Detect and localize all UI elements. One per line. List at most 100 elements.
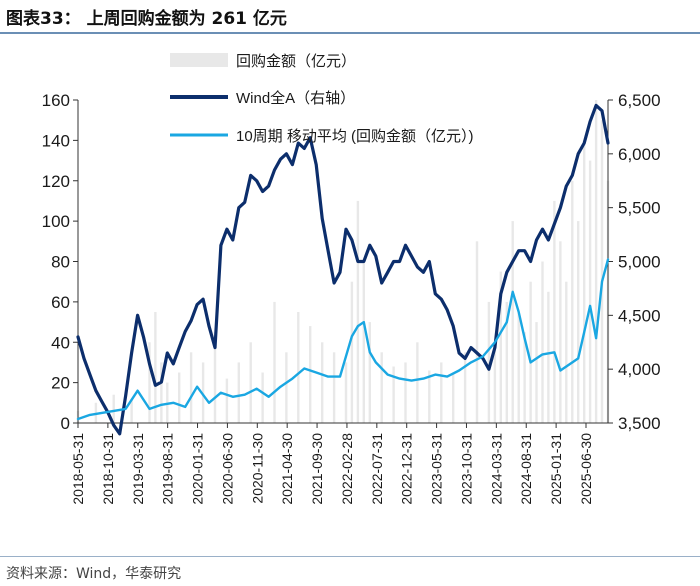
buyback-bar — [297, 312, 300, 423]
source-rule — [0, 556, 700, 557]
buyback-bar — [529, 281, 532, 423]
right-tick-label: 4,000 — [618, 360, 661, 379]
source-note: 资料来源：Wind，华泰研究 — [6, 566, 182, 582]
buyback-bar — [148, 342, 151, 424]
buyback-bar — [541, 261, 544, 423]
right-tick-label: 5,000 — [618, 253, 661, 272]
buyback-bar — [493, 342, 497, 424]
axes: 0 20 40 60 80 100 120 140 160 3,500 4,000 4,500 5,00… — [42, 91, 661, 505]
left-tick-label: 100 — [42, 212, 70, 231]
buyback-bar — [213, 332, 217, 423]
buyback-bar — [404, 362, 407, 423]
left-tick-label: 20 — [51, 374, 70, 393]
buyback-bar — [237, 362, 240, 423]
buyback-bar — [321, 342, 324, 424]
buyback-bars — [76, 100, 610, 424]
x-tick-label: 2021-04-30 — [279, 433, 295, 505]
legend-label-wind: Wind全A（右轴） — [236, 89, 355, 107]
buyback-bar — [380, 352, 383, 423]
buyback-moving-average-line — [76, 258, 610, 421]
buyback-bar — [189, 352, 193, 423]
buyback-bar — [505, 301, 508, 423]
x-tick-label: 2023-05-31 — [429, 433, 445, 505]
x-tick-label: 2021-09-30 — [309, 433, 325, 505]
buyback-bar — [249, 342, 252, 424]
buyback-bar — [499, 271, 502, 423]
right-tick-label: 5,500 — [618, 199, 661, 218]
buyback-bar — [112, 394, 115, 423]
title-rule — [0, 32, 700, 34]
buyback-bar — [362, 261, 365, 423]
buyback-bar — [344, 362, 348, 423]
buyback-bar — [511, 221, 514, 423]
buyback-chart: 0 20 40 60 80 100 120 140 160 3,500 4,000 4,500 5,00… — [42, 53, 661, 505]
x-tick-label: 2024-08-31 — [518, 433, 534, 505]
buyback-bar — [463, 352, 467, 423]
x-tick-label: 2022-02-28 — [339, 433, 355, 505]
x-tick-label: 2025-06-30 — [578, 433, 594, 505]
buyback-bar — [356, 200, 360, 423]
x-tick-label: 2025-01-31 — [548, 433, 564, 505]
buyback-bar — [160, 362, 163, 423]
legend-swatch-buyback — [170, 53, 228, 67]
buyback-bar — [332, 352, 336, 423]
buyback-bar — [154, 312, 157, 423]
buyback-bar — [559, 241, 562, 423]
buyback-bar — [475, 241, 479, 423]
x-tick-label: 2020-01-31 — [190, 433, 206, 505]
buyback-bar — [517, 312, 520, 423]
buyback-bar — [553, 200, 556, 423]
buyback-bar — [225, 378, 229, 423]
x-tick-label: 2023-10-31 — [458, 433, 474, 505]
buyback-bar — [547, 291, 550, 423]
x-tick-label: 2019-03-31 — [130, 433, 146, 505]
buyback-bar — [130, 398, 133, 423]
buyback-bar — [535, 322, 538, 423]
buyback-bar — [440, 362, 443, 423]
left-tick-label: 0 — [61, 414, 70, 433]
x-tick-label: 2018-05-31 — [70, 433, 86, 505]
buyback-bar — [588, 160, 592, 423]
x-tick-label: 2019-08-31 — [160, 433, 176, 505]
legend-label-buyback: 回购金额（亿元） — [236, 53, 356, 70]
buyback-bar — [487, 301, 491, 423]
wind-a-index-line — [76, 103, 610, 436]
series-lines — [76, 103, 610, 436]
buyback-bar — [571, 180, 574, 424]
buyback-bar — [201, 362, 205, 423]
left-tick-label: 120 — [42, 172, 70, 191]
buyback-bar — [600, 120, 604, 423]
x-tick-label: 2018-10-31 — [100, 433, 116, 505]
x-tick-label: 2024-03-31 — [488, 433, 504, 505]
buyback-bar — [583, 140, 586, 423]
right-tick-label: 6,000 — [618, 145, 661, 164]
right-tick-label: 6,500 — [618, 91, 661, 110]
buyback-bar — [392, 366, 395, 423]
buyback-bar — [565, 281, 568, 423]
buyback-bar — [261, 372, 264, 423]
x-tick-label: 2020-11-30 — [249, 433, 265, 504]
buyback-bar — [577, 221, 580, 423]
buyback-bar — [428, 370, 431, 423]
buyback-bar — [178, 372, 181, 423]
x-tick-label: 2022-07-31 — [369, 433, 385, 505]
left-tick-label: 140 — [42, 131, 70, 150]
right-tick-label: 4,500 — [618, 306, 661, 325]
left-tick-label: 80 — [51, 253, 70, 272]
buyback-bar — [452, 372, 455, 423]
x-tick-label: 2022-12-31 — [399, 433, 415, 505]
legend: 回购金额（亿元） Wind全A（右轴） 10周期 移动平均 (回购金额（亿元）) — [170, 53, 474, 145]
buyback-bar — [368, 322, 371, 423]
left-tick-label: 160 — [42, 91, 70, 110]
left-tick-label: 60 — [51, 293, 70, 312]
buyback-bar — [350, 281, 354, 423]
left-tick-label: 40 — [51, 333, 70, 352]
chart-title: 图表33： 上周回购金额为 261 亿元 — [6, 9, 287, 29]
right-tick-label: 3,500 — [618, 414, 661, 433]
buyback-bar — [273, 301, 276, 423]
legend-label-ma: 10周期 移动平均 (回购金额（亿元）) — [236, 128, 474, 145]
buyback-bar — [416, 342, 419, 424]
buyback-bar — [523, 332, 526, 423]
buyback-bar — [285, 352, 288, 423]
buyback-bar — [594, 100, 598, 423]
